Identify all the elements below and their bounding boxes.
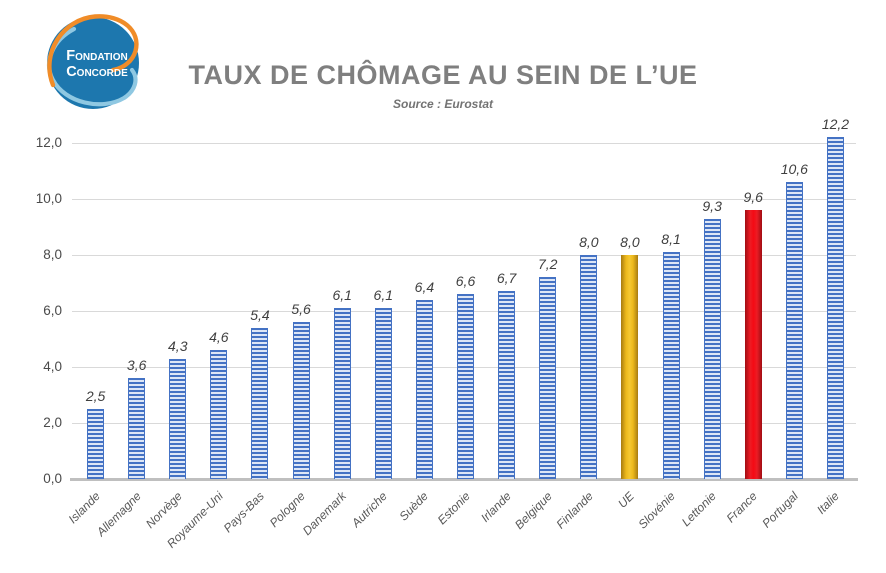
x-axis-label-irlande: Irlande bbox=[477, 489, 514, 525]
logo-text-line2: Concorde bbox=[66, 64, 128, 80]
x-axis-label-suede: Suède bbox=[396, 489, 432, 524]
gridline-12,0 bbox=[72, 143, 856, 144]
gridline-10,0 bbox=[72, 199, 856, 200]
bar-portugal bbox=[785, 182, 803, 479]
bar-value-label: 4,3 bbox=[168, 337, 188, 354]
y-tick-label: 4,0 bbox=[43, 359, 62, 374]
bar-pologne bbox=[292, 322, 310, 479]
logo-orange-swoosh bbox=[47, 14, 139, 88]
bar-lettonie bbox=[703, 218, 721, 479]
x-axis-label-estonie: Estonie bbox=[434, 489, 473, 528]
bar-value-label: 8,0 bbox=[620, 234, 640, 250]
y-tick-label: 12,0 bbox=[35, 135, 62, 150]
x-axis-label-islande: Islande bbox=[65, 489, 103, 527]
bar-ue bbox=[621, 255, 639, 479]
bar-value-label: 3,6 bbox=[126, 357, 147, 374]
x-axis-label-italie: Italie bbox=[814, 489, 843, 517]
bar-value-label: 6,1 bbox=[373, 287, 394, 304]
x-axis-label-allemagne: Allemagne bbox=[93, 489, 144, 539]
bar-autriche bbox=[374, 308, 392, 479]
x-axis-label-belgique: Belgique bbox=[511, 489, 555, 532]
bar-value-label: 4,6 bbox=[209, 329, 229, 346]
x-axis-label-ue: UE bbox=[615, 489, 637, 511]
logo-circle bbox=[47, 17, 139, 109]
bar-finlande bbox=[580, 255, 598, 479]
bar-value-label: 6,7 bbox=[496, 270, 517, 287]
bar-value-label: 9,3 bbox=[702, 197, 722, 214]
bar-slovenie bbox=[662, 252, 680, 479]
bar-value-label: 6,1 bbox=[332, 287, 352, 304]
chart-source: Source : Eurostat bbox=[392, 97, 494, 111]
y-tick-label: 8,0 bbox=[43, 247, 62, 262]
bar-irlande bbox=[498, 291, 516, 479]
chart-title: TAUX DE CHÔMAGE AU SEIN DE L’UE bbox=[188, 60, 698, 90]
bar-value-label: 7,2 bbox=[537, 256, 558, 273]
bar-royaume-uni bbox=[210, 350, 228, 479]
bar-belgique bbox=[539, 277, 557, 479]
bar-value-label: 6,6 bbox=[455, 273, 476, 290]
bar-value-label: 8,0 bbox=[579, 234, 599, 250]
bar-suede bbox=[415, 299, 433, 479]
x-axis-label-finlande: Finlande bbox=[553, 489, 596, 532]
bar-pays-bas bbox=[251, 327, 269, 479]
y-tick-label: 2,0 bbox=[43, 415, 62, 430]
bar-value-label: 12,2 bbox=[821, 116, 850, 133]
bar-value-label: 5,6 bbox=[291, 301, 311, 318]
x-axis-line bbox=[70, 477, 858, 481]
bar-value-label: 6,4 bbox=[414, 278, 435, 295]
gridline-8,0 bbox=[72, 255, 856, 256]
bar-danemark bbox=[333, 308, 351, 479]
y-tick-label: 6,0 bbox=[43, 303, 62, 318]
x-axis-label-royaume-uni: Royaume-Uni bbox=[163, 489, 226, 551]
bar-france bbox=[744, 210, 762, 479]
bar-norvege bbox=[169, 358, 187, 479]
bar-islande bbox=[87, 409, 105, 479]
bar-italie bbox=[826, 137, 844, 479]
bar-value-label: 9,6 bbox=[743, 189, 763, 206]
bar-value-label: 2,5 bbox=[85, 388, 106, 404]
y-tick-label: 10,0 bbox=[35, 191, 62, 206]
fondation-concorde-logo: Fondation Concorde bbox=[47, 14, 139, 109]
bar-estonie bbox=[457, 294, 474, 479]
bar-value-label: 5,4 bbox=[250, 306, 270, 323]
logo-text-line1: Fondation bbox=[66, 48, 127, 64]
bar-value-label: 10,6 bbox=[780, 161, 808, 178]
x-axis-label-norvege: Norvège bbox=[142, 489, 185, 531]
y-tick-label: 0,0 bbox=[43, 471, 62, 486]
bar-value-label: 8,1 bbox=[661, 231, 681, 248]
bar-allemagne bbox=[128, 378, 146, 479]
